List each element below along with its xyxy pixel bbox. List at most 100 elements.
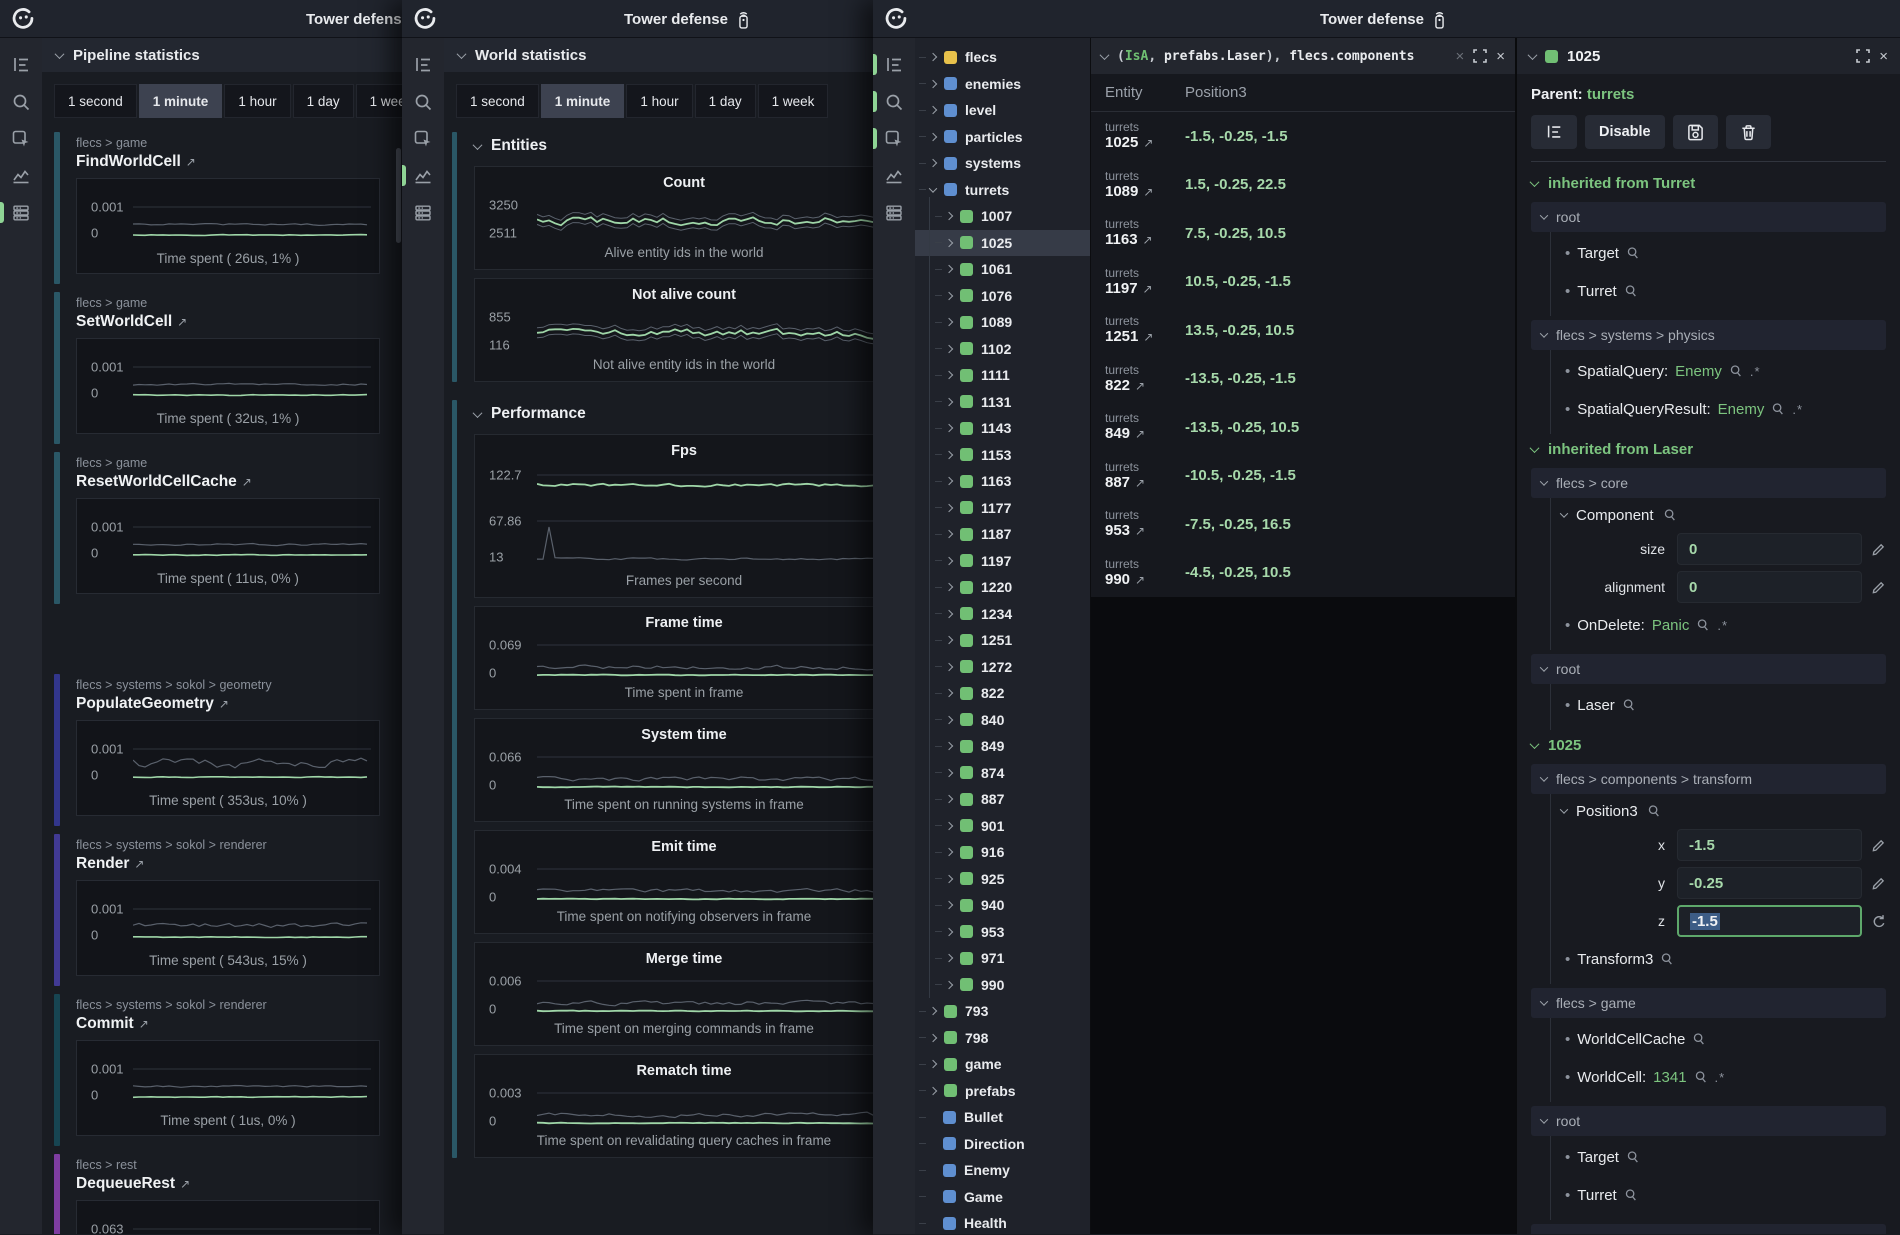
tree-item-840[interactable]: 840 xyxy=(915,707,1090,734)
expand-chevron-icon[interactable] xyxy=(928,159,938,168)
tree-item-1234[interactable]: 1234 xyxy=(915,601,1090,628)
edit-pencil-icon[interactable] xyxy=(1871,876,1886,891)
expand-chevron-icon[interactable] xyxy=(928,132,938,141)
sidebar-item-stats[interactable] xyxy=(0,194,42,231)
tree-item-1089[interactable]: 1089 xyxy=(915,309,1090,336)
tree-item-Enemy[interactable]: Enemy xyxy=(915,1157,1090,1184)
tree-item-level[interactable]: level xyxy=(915,97,1090,124)
expand-chevron-icon[interactable] xyxy=(928,53,938,62)
tree-item-1153[interactable]: 1153 xyxy=(915,442,1090,469)
tree-item-901[interactable]: 901 xyxy=(915,813,1090,840)
expand-chevron-icon[interactable] xyxy=(944,371,954,380)
search-icon[interactable] xyxy=(1692,1032,1706,1046)
entity-link[interactable]: 953 ↗ xyxy=(1105,522,1146,540)
query-result-row[interactable]: turrets 1251 ↗ 13.5, -0.25, 10.5 xyxy=(1091,306,1515,355)
tree-item-particles[interactable]: particles xyxy=(915,124,1090,151)
time-range-1-minute[interactable]: 1 minute xyxy=(540,84,625,118)
disable-button[interactable]: Disable xyxy=(1585,115,1665,149)
inspector-section-header[interactable]: 1025 xyxy=(1529,730,1886,760)
entity-link[interactable]: 1197 ↗ xyxy=(1105,279,1153,297)
tree-item-793[interactable]: 793 xyxy=(915,998,1090,1025)
field-input-alignment[interactable]: 0 xyxy=(1677,571,1862,603)
tree-item-887[interactable]: 887 xyxy=(915,786,1090,813)
inspector-section-header[interactable]: inherited from Turret xyxy=(1529,168,1886,198)
expand-chevron-icon[interactable] xyxy=(944,662,954,671)
expand-chevron-icon[interactable] xyxy=(944,530,954,539)
tree-item-874[interactable]: 874 xyxy=(915,760,1090,787)
pair-target-link[interactable]: 1341 xyxy=(1653,1068,1687,1086)
expand-chevron-icon[interactable] xyxy=(928,1060,938,1069)
system-name-link[interactable]: ResetWorldCellCache ↗ xyxy=(76,473,252,490)
expand-chevron-icon[interactable] xyxy=(944,715,954,724)
sidebar-item-tree[interactable] xyxy=(873,46,915,83)
expand-chevron-icon[interactable] xyxy=(944,424,954,433)
tree-view-button[interactable] xyxy=(1531,115,1577,149)
tree-item-1111[interactable]: 1111 xyxy=(915,362,1090,389)
search-icon[interactable] xyxy=(1771,402,1785,416)
expand-chevron-icon[interactable] xyxy=(928,79,938,88)
entity-link[interactable]: 1089 ↗ xyxy=(1105,182,1154,200)
tree-item-940[interactable]: 940 xyxy=(915,892,1090,919)
search-icon[interactable] xyxy=(1624,284,1638,298)
expand-chevron-icon[interactable] xyxy=(944,477,954,486)
entity-link[interactable]: 887 ↗ xyxy=(1105,473,1146,491)
expand-chevron-icon[interactable] xyxy=(944,980,954,989)
search-icon[interactable] xyxy=(1663,508,1677,522)
search-icon[interactable] xyxy=(1622,698,1636,712)
tree-item-Game[interactable]: Game xyxy=(915,1184,1090,1211)
time-range-1-hour[interactable]: 1 hour xyxy=(626,84,693,118)
collapse-chevron-icon[interactable] xyxy=(1099,49,1110,60)
collapse-chevron-icon[interactable] xyxy=(1539,329,1549,338)
collapse-chevron-icon[interactable] xyxy=(472,139,483,150)
collapse-chevron-icon[interactable] xyxy=(1539,211,1549,220)
sidebar-item-inspector[interactable] xyxy=(873,120,915,157)
expand-chevron-icon[interactable] xyxy=(944,954,954,963)
clear-query-icon[interactable]: × xyxy=(1455,47,1465,65)
collapse-chevron-icon[interactable] xyxy=(1539,1233,1549,1234)
entity-link[interactable]: 1163 ↗ xyxy=(1105,231,1153,249)
world-panel-titlebar[interactable]: World statistics xyxy=(444,38,873,72)
time-range-1-minute[interactable]: 1 minute xyxy=(138,84,223,118)
component-group-bar[interactable]: root xyxy=(1531,1106,1886,1136)
expand-chevron-icon[interactable] xyxy=(944,742,954,751)
expand-chevron-icon[interactable] xyxy=(944,450,954,459)
query-result-row[interactable]: turrets 887 ↗ -10.5, -0.25, -1.5 xyxy=(1091,452,1515,501)
query-result-row[interactable]: turrets 990 ↗ -4.5, -0.25, 10.5 xyxy=(1091,549,1515,598)
tree-item-1177[interactable]: 1177 xyxy=(915,495,1090,522)
tree-item-flecs[interactable]: flecs xyxy=(915,44,1090,71)
tree-item-1251[interactable]: 1251 xyxy=(915,627,1090,654)
scrollbar-thumb[interactable] xyxy=(396,148,401,243)
tree-item-1220[interactable]: 1220 xyxy=(915,574,1090,601)
search-icon[interactable] xyxy=(1729,364,1743,378)
search-icon[interactable] xyxy=(1624,1188,1638,1202)
entity-link[interactable]: 1251 ↗ xyxy=(1105,328,1154,346)
pair-target-link[interactable]: Enemy xyxy=(1675,362,1722,380)
inspector-section-header[interactable]: inherited from Laser xyxy=(1529,434,1886,464)
collapse-chevron-icon[interactable] xyxy=(1529,738,1540,749)
expand-chevron-icon[interactable] xyxy=(944,901,954,910)
edit-pencil-icon[interactable] xyxy=(1871,542,1886,557)
collapse-chevron-icon[interactable] xyxy=(1559,509,1569,518)
tree-item-822[interactable]: 822 xyxy=(915,680,1090,707)
parent-link[interactable]: turrets xyxy=(1586,86,1635,103)
edit-pencil-icon[interactable] xyxy=(1871,580,1886,595)
query-result-row[interactable]: turrets 1025 ↗ -1.5, -0.25, -1.5 xyxy=(1091,112,1515,161)
sidebar-item-search[interactable] xyxy=(402,83,444,120)
entity-link[interactable]: 822 ↗ xyxy=(1105,376,1146,394)
sidebar-item-inspector[interactable] xyxy=(402,120,444,157)
tree-item-enemies[interactable]: enemies xyxy=(915,71,1090,98)
system-name-link[interactable]: SetWorldCell ↗ xyxy=(76,313,188,330)
save-button[interactable] xyxy=(1672,115,1718,149)
query-result-row[interactable]: turrets 849 ↗ -13.5, -0.25, 10.5 xyxy=(1091,403,1515,452)
tree-item-1007[interactable]: 1007 xyxy=(915,203,1090,230)
tree-item-turrets[interactable]: turrets xyxy=(915,177,1090,204)
sidebar-item-chart[interactable] xyxy=(873,157,915,194)
component-group-bar[interactable]: flecs > game xyxy=(1531,988,1886,1018)
field-input-z[interactable]: -1.5 xyxy=(1676,905,1862,937)
expand-chevron-icon[interactable] xyxy=(944,291,954,300)
component-group-bar[interactable]: flecs > systems > physics xyxy=(1531,1224,1886,1234)
component-group-bar[interactable]: flecs > components > transform xyxy=(1531,764,1886,794)
expand-chevron-icon[interactable] xyxy=(944,768,954,777)
expand-chevron-icon[interactable] xyxy=(944,212,954,221)
system-name-link[interactable]: FindWorldCell ↗ xyxy=(76,153,196,170)
